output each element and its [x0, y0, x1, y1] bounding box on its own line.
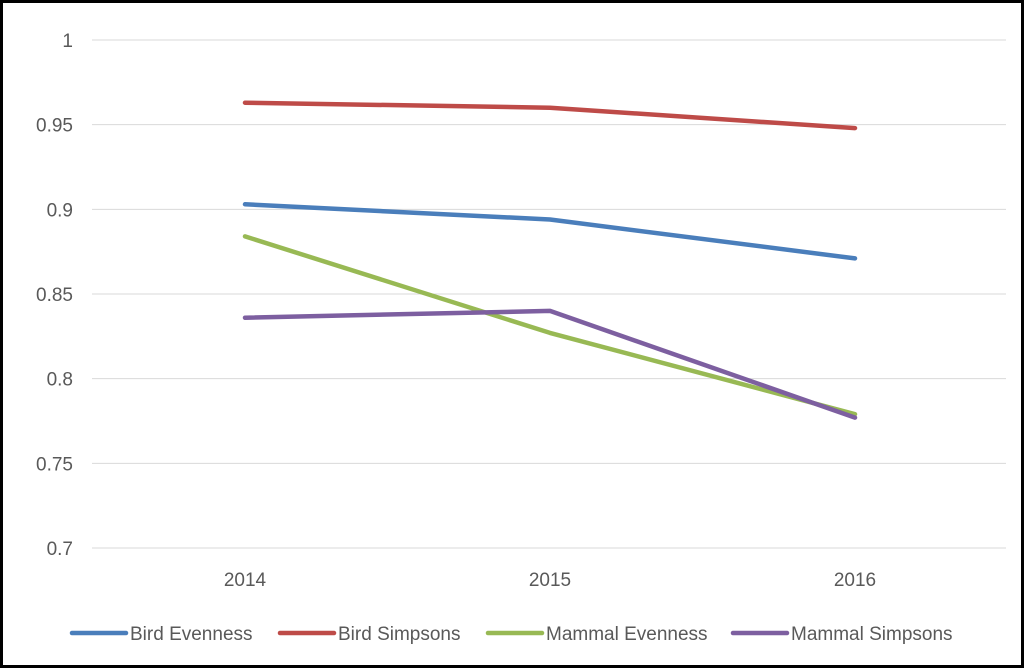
- y-tick-label: 0.85: [36, 285, 73, 306]
- legend-label: Bird Simpsons: [338, 624, 461, 645]
- legend-item: Bird Evenness: [72, 624, 253, 645]
- gridlines: [92, 40, 1006, 548]
- y-tick-label: 0.95: [36, 116, 73, 137]
- series-line-mammal-simpsons: [245, 311, 855, 418]
- y-axis-ticks: 0.7 0.75 0.8 0.85 0.9 0.95 1: [36, 31, 73, 560]
- y-tick-label: 0.9: [47, 200, 73, 221]
- legend-item: Mammal Simpsons: [733, 624, 953, 645]
- series-lines: [245, 103, 855, 418]
- legend-label: Bird Evenness: [130, 624, 253, 645]
- x-axis-ticks: 2014 2015 2016: [224, 570, 876, 591]
- x-tick-label: 2016: [834, 570, 876, 591]
- x-tick-label: 2014: [224, 570, 267, 591]
- y-tick-label: 1: [62, 31, 73, 52]
- y-tick-label: 0.75: [36, 454, 73, 475]
- legend-label: Mammal Evenness: [546, 624, 708, 645]
- legend-item: Mammal Evenness: [488, 624, 708, 645]
- legend-label: Mammal Simpsons: [791, 624, 953, 645]
- y-tick-label: 0.7: [47, 539, 73, 560]
- legend-item: Bird Simpsons: [280, 624, 461, 645]
- y-tick-label: 0.8: [47, 370, 73, 391]
- legend: Bird Evenness Bird Simpsons Mammal Evennes…: [72, 624, 953, 645]
- x-tick-label: 2015: [529, 570, 571, 591]
- series-line-bird-evenness: [245, 204, 855, 258]
